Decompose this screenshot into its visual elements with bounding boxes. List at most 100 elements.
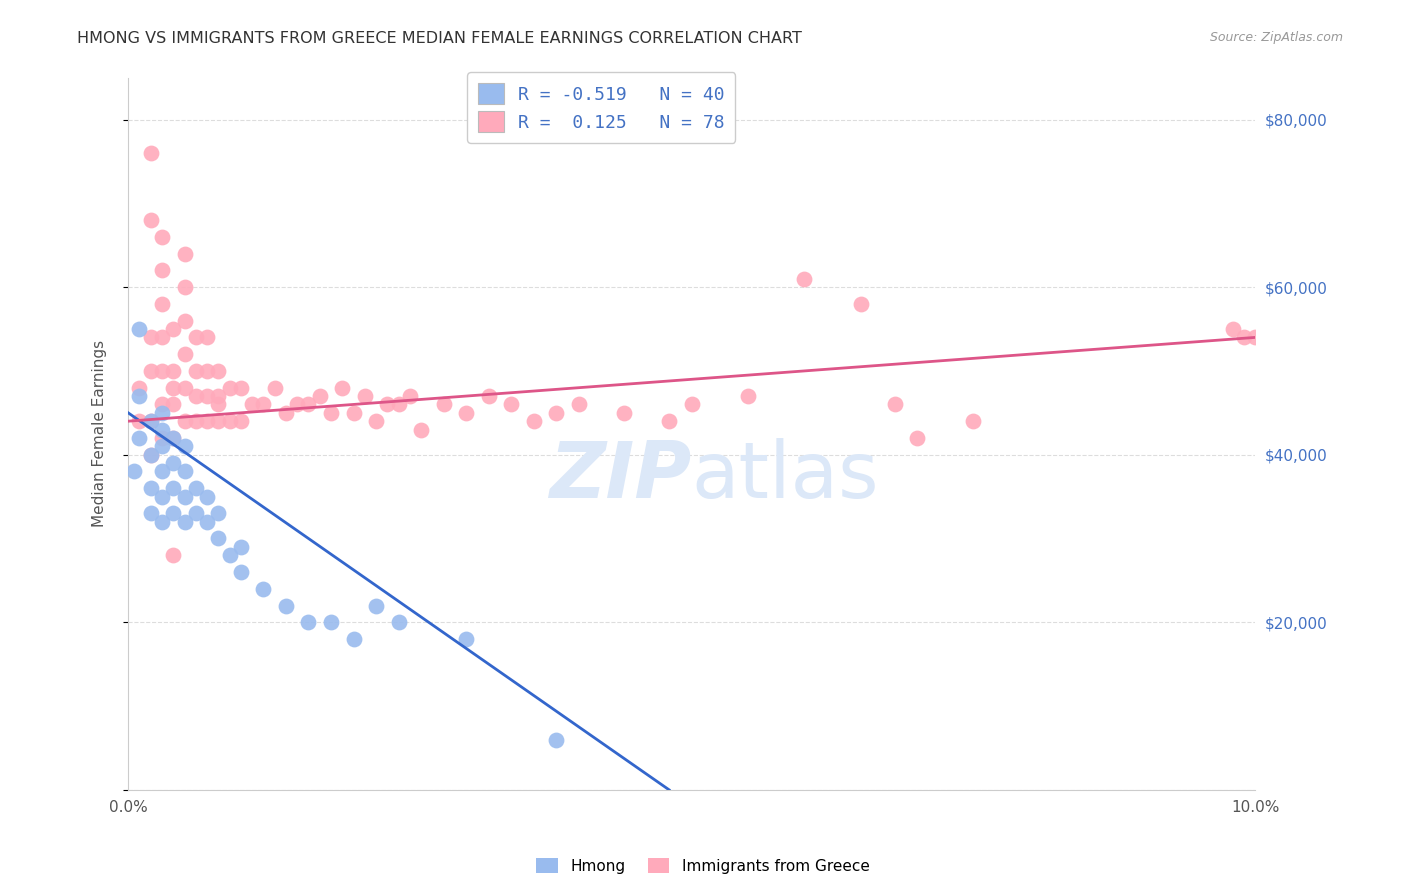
Text: Source: ZipAtlas.com: Source: ZipAtlas.com (1209, 31, 1343, 45)
Point (229, 414, 252, 428)
Point (139, 507, 162, 521)
Point (162, 431, 184, 445)
Point (184, 414, 207, 428)
Point (173, 347, 195, 361)
Text: atlas: atlas (692, 439, 879, 515)
Point (1244, 330, 1267, 344)
Point (523, 414, 546, 428)
Point (150, 297, 173, 311)
Point (308, 389, 330, 403)
Point (173, 280, 195, 294)
Point (737, 389, 759, 403)
Point (456, 632, 478, 646)
Point (195, 389, 218, 403)
Point (501, 397, 523, 411)
Point (150, 439, 173, 453)
Point (353, 389, 375, 403)
Point (122, 465, 145, 479)
Point (150, 330, 173, 344)
Point (1222, 322, 1244, 336)
Point (184, 389, 207, 403)
Point (150, 423, 173, 437)
Legend: R = -0.519   N = 40, R =  0.125   N = 78: R = -0.519 N = 40, R = 0.125 N = 78 (467, 72, 735, 143)
Point (195, 414, 218, 428)
Point (162, 548, 184, 562)
Point (128, 414, 150, 428)
Point (139, 364, 162, 378)
Point (342, 406, 364, 420)
Text: HMONG VS IMMIGRANTS FROM GREECE MEDIAN FEMALE EARNINGS CORRELATION CHART: HMONG VS IMMIGRANTS FROM GREECE MEDIAN F… (77, 31, 803, 46)
Point (330, 381, 353, 395)
Point (285, 397, 308, 411)
Point (568, 397, 591, 411)
Point (162, 364, 184, 378)
Point (150, 465, 173, 479)
Point (478, 389, 501, 403)
Point (388, 397, 411, 411)
Point (184, 330, 207, 344)
Point (411, 423, 433, 437)
Point (252, 582, 274, 596)
Point (195, 330, 218, 344)
Point (207, 389, 229, 403)
Point (297, 397, 319, 411)
Point (388, 615, 411, 630)
Point (173, 515, 195, 529)
Text: ZIP: ZIP (550, 439, 692, 515)
Point (128, 431, 150, 445)
Point (793, 272, 815, 286)
Point (229, 565, 252, 579)
Point (546, 732, 568, 747)
Point (195, 490, 218, 504)
Point (319, 406, 342, 420)
Point (207, 397, 229, 411)
Point (139, 330, 162, 344)
Point (297, 615, 319, 630)
Point (364, 599, 387, 613)
Point (399, 389, 422, 403)
Point (1233, 330, 1256, 344)
Point (162, 381, 184, 395)
Point (319, 615, 342, 630)
Point (162, 322, 184, 336)
Point (173, 313, 195, 327)
Point (207, 507, 229, 521)
Point (195, 515, 218, 529)
Point (252, 397, 274, 411)
Point (883, 397, 905, 411)
Point (184, 481, 207, 495)
Point (139, 448, 162, 462)
Point (681, 397, 703, 411)
Point (173, 246, 195, 260)
Point (218, 381, 240, 395)
Point (184, 364, 207, 378)
Point (173, 381, 195, 395)
Point (263, 381, 285, 395)
Point (433, 397, 456, 411)
Point (207, 532, 229, 546)
Point (162, 431, 184, 445)
Point (162, 507, 184, 521)
Point (150, 397, 173, 411)
Point (162, 456, 184, 470)
Point (274, 406, 297, 420)
Point (173, 439, 195, 453)
Point (456, 406, 478, 420)
Point (173, 465, 195, 479)
Point (342, 632, 364, 646)
Point (162, 481, 184, 495)
Point (546, 406, 568, 420)
Point (128, 381, 150, 395)
Point (150, 230, 173, 244)
Point (377, 397, 399, 411)
Legend: Hmong, Immigrants from Greece: Hmong, Immigrants from Greece (530, 852, 876, 880)
Point (139, 481, 162, 495)
Point (229, 540, 252, 554)
Point (128, 322, 150, 336)
Point (150, 431, 173, 445)
Point (128, 389, 150, 403)
Point (849, 297, 872, 311)
Point (218, 548, 240, 562)
Point (218, 414, 240, 428)
Point (173, 490, 195, 504)
